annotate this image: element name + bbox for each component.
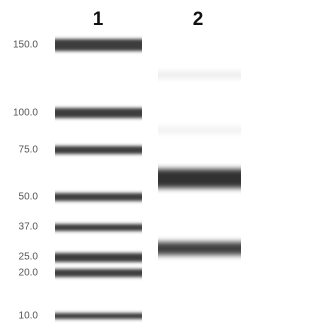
mw-label: 50.0 bbox=[19, 192, 39, 203]
band bbox=[55, 313, 142, 319]
band bbox=[158, 72, 241, 78]
mw-label: 37.0 bbox=[19, 222, 39, 233]
band bbox=[55, 253, 142, 262]
lane-label: 1 bbox=[93, 9, 104, 30]
mw-label: 75.0 bbox=[19, 145, 39, 156]
band bbox=[55, 269, 142, 277]
mw-label: 20.0 bbox=[19, 268, 39, 279]
band bbox=[55, 39, 142, 51]
gel: 1 2 150.0 100.0 75.0 50.0 37.0 25.0 20.0 10.0 bbox=[0, 0, 241, 323]
band bbox=[55, 193, 142, 201]
lane-label: 2 bbox=[193, 9, 204, 30]
sample-bands bbox=[158, 72, 241, 255]
band bbox=[158, 242, 241, 255]
mw-label: 25.0 bbox=[19, 252, 39, 263]
band bbox=[55, 108, 142, 118]
mw-label: 10.0 bbox=[19, 311, 39, 322]
mw-label: 150.0 bbox=[13, 40, 38, 51]
band bbox=[158, 127, 241, 133]
band bbox=[55, 224, 142, 231]
ladder-bands bbox=[55, 39, 142, 319]
band bbox=[158, 169, 241, 188]
band bbox=[55, 146, 142, 154]
mw-label: 100.0 bbox=[13, 108, 38, 119]
